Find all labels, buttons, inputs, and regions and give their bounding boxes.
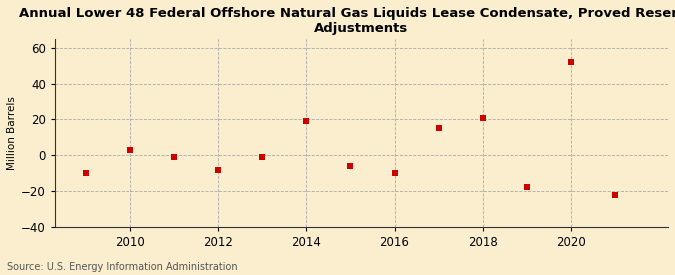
Y-axis label: Million Barrels: Million Barrels: [7, 96, 17, 170]
Point: [345, 164, 356, 168]
Point: [124, 148, 135, 152]
Point: [301, 119, 312, 123]
Point: [256, 155, 267, 159]
Point: [566, 60, 576, 64]
Point: [169, 155, 180, 159]
Point: [80, 171, 91, 175]
Point: [213, 167, 223, 172]
Point: [522, 185, 533, 189]
Title: Annual Lower 48 Federal Offshore Natural Gas Liquids Lease Condensate, Proved Re: Annual Lower 48 Federal Offshore Natural…: [20, 7, 675, 35]
Point: [389, 171, 400, 175]
Point: [433, 126, 444, 131]
Point: [610, 192, 620, 197]
Point: [477, 116, 488, 120]
Text: Source: U.S. Energy Information Administration: Source: U.S. Energy Information Administ…: [7, 262, 238, 272]
